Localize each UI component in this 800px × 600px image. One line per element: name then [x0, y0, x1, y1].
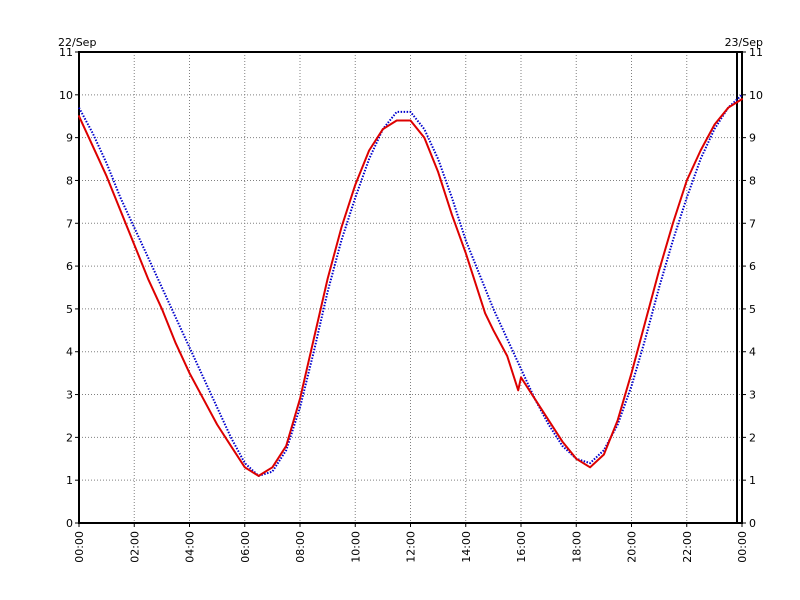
y-tick-label-left: 0: [66, 517, 73, 530]
date-end-label: 23/Sep: [725, 36, 763, 49]
y-tick-label-left: 6: [66, 260, 73, 273]
y-tick-label-right: 3: [749, 389, 756, 402]
x-tick-label: 04:00: [184, 531, 197, 563]
grid-layer: [79, 52, 742, 523]
y-tick-label-right: 0: [749, 517, 756, 530]
y-tick-label-right: 5: [749, 303, 756, 316]
y-tick-label-left: 8: [66, 174, 73, 187]
y-tick-label-right: 9: [749, 132, 756, 145]
y-tick-label-left: 7: [66, 217, 73, 230]
y-tick-label-right: 10: [749, 89, 763, 102]
y-tick-label-left: 3: [66, 389, 73, 402]
x-tick-label: 10:00: [349, 531, 362, 563]
x-tick-label: 18:00: [570, 531, 583, 563]
x-tick-label: 14:00: [460, 531, 473, 563]
x-tick-label: 06:00: [239, 531, 252, 563]
x-tick-label: 22:00: [681, 531, 694, 563]
series-layer: [78, 94, 743, 477]
x-tick-label: 20:00: [626, 531, 639, 563]
y-tick-label-right: 11: [749, 46, 763, 59]
plot-frame: [78, 51, 743, 524]
y-tick-label-right: 7: [749, 217, 756, 230]
y-tick-label-left: 9: [66, 132, 73, 145]
x-tick-label: 12:00: [405, 531, 418, 563]
y-tick-label-left: 1: [66, 474, 73, 487]
x-tick-label: 08:00: [294, 531, 307, 563]
y-tick-label-left: 10: [59, 89, 73, 102]
x-tick-label: 00:00: [736, 531, 749, 563]
y-tick-label-left: 5: [66, 303, 73, 316]
y-tick-label-right: 4: [749, 346, 756, 359]
x-tick-label: 16:00: [515, 531, 528, 563]
x-tick-label: 02:00: [128, 531, 141, 563]
y-tick-label-left: 4: [66, 346, 73, 359]
series-line-2: [78, 98, 743, 477]
date-start-label: 22/Sep: [58, 36, 96, 49]
y-tick-label-left: 2: [66, 431, 73, 444]
series-line-1: [78, 94, 743, 477]
y-tick-label-right: 1: [749, 474, 756, 487]
y-tick-label-right: 2: [749, 431, 756, 444]
x-tick-label: 00:00: [73, 531, 86, 563]
y-tick-label-right: 8: [749, 174, 756, 187]
y-tick-label-right: 6: [749, 260, 756, 273]
y-tick-label-left: 11: [59, 46, 73, 59]
